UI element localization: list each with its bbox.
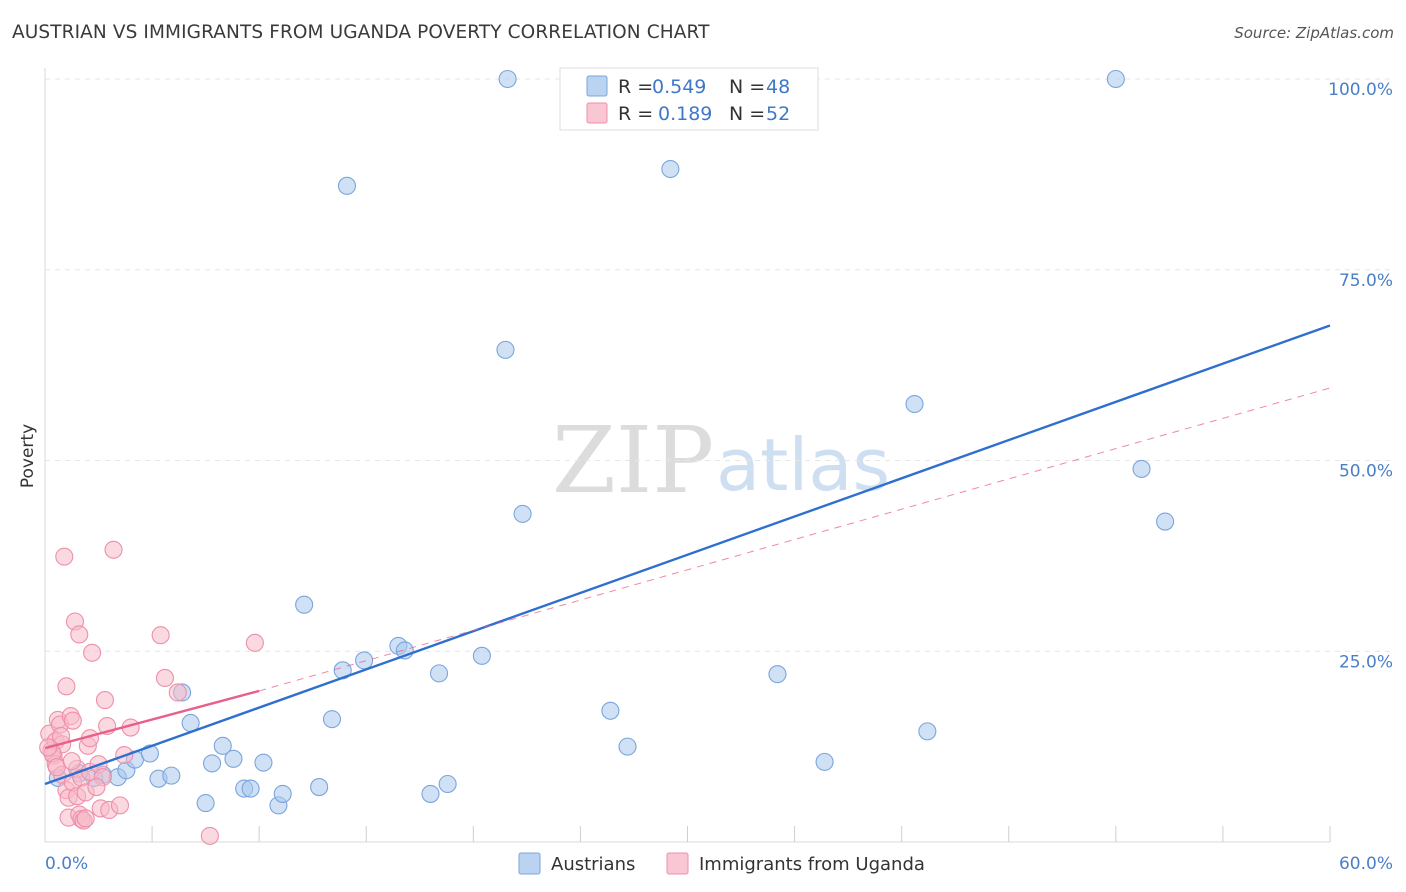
point-austrians-15 (224, 749, 243, 768)
y-tick-label-25: 25.0% (1339, 652, 1393, 672)
point-austrians-26 (355, 651, 374, 670)
series-uganda-points (39, 540, 264, 845)
y-axis-tick-labels: 25.0% 50.0% 75.0% 100.0% (1328, 80, 1393, 672)
watermark-atlas: atlas (716, 423, 890, 507)
trendline-austrians (44, 324, 1331, 786)
point-austrians-9 (162, 766, 181, 785)
point-uganda-37 (110, 796, 130, 815)
x-tick-label-min: 0.0% (45, 854, 88, 874)
point-austrians-18 (254, 753, 273, 772)
legend-r-value-austrians: 0.549 (652, 76, 706, 98)
point-austrians-43 (1106, 69, 1125, 89)
point-austrians-13 (203, 754, 222, 773)
legend-n-label-uganda: N = (729, 103, 765, 125)
point-austrians-12 (196, 794, 215, 813)
legend-r-value-uganda: 0.189 (658, 103, 712, 125)
legend-swatch-uganda (586, 102, 608, 124)
point-austrians-30 (430, 664, 449, 683)
point-austrians-14 (213, 736, 232, 755)
legend-n-label-austrians: N = (729, 76, 765, 98)
point-uganda-47 (62, 752, 81, 771)
point-uganda-15 (63, 711, 82, 730)
y-tick-label-75: 75.0% (1339, 271, 1393, 291)
bottom-legend-swatch-austrians[interactable] (518, 852, 541, 875)
legend-n-value-uganda: 52 (766, 103, 790, 125)
series-legend[interactable]: Austrians Immigrants from Uganda (518, 852, 925, 875)
point-austrians-44 (1132, 459, 1151, 478)
y-tick-label-100: 100.0% (1328, 80, 1393, 100)
point-austrians-33 (496, 340, 515, 359)
trendline-uganda-extension (259, 387, 1331, 692)
point-austrians-40 (815, 752, 834, 771)
point-uganda-44 (245, 633, 264, 652)
y-axis-title: Poverty (18, 424, 38, 488)
legend-r-label-austrians: R = (618, 76, 653, 98)
trend-lines (44, 324, 1331, 786)
legend-r-label-uganda: R = (618, 103, 653, 125)
point-austrians-34 (498, 69, 517, 89)
point-uganda-42 (168, 683, 187, 702)
point-uganda-43 (200, 826, 219, 845)
legend-swatch-austrians (586, 75, 608, 97)
point-austrians-42 (918, 722, 937, 741)
point-austrians-21 (295, 595, 314, 614)
bottom-legend-label-uganda[interactable]: Immigrants from Uganda (699, 854, 925, 875)
point-uganda-36 (104, 540, 123, 559)
point-austrians-35 (513, 504, 532, 523)
point-austrians-36 (601, 701, 620, 720)
point-austrians-41 (905, 394, 924, 414)
point-austrians-31 (438, 774, 457, 794)
point-austrians-29 (421, 784, 440, 803)
point-uganda-25 (76, 809, 95, 828)
legend-n-value-austrians: 48 (766, 76, 790, 98)
gridlines (45, 78, 1393, 652)
point-uganda-33 (95, 691, 115, 710)
x-tick-label-max: 60.0% (1339, 854, 1393, 874)
point-austrians-20 (273, 784, 292, 803)
trendline-uganda (44, 689, 260, 750)
point-austrians-39 (768, 665, 787, 684)
bottom-legend-swatch-uganda[interactable] (666, 852, 689, 875)
point-austrians-22 (310, 778, 329, 797)
stats-legend: R = 0.549 N = 48 R = 0.189 N = 52 (559, 67, 819, 131)
source-credit: Source: ZipAtlas.com (1234, 24, 1394, 42)
point-austrians-17 (241, 779, 260, 798)
point-uganda-9 (55, 547, 74, 566)
point-austrians-23 (322, 710, 342, 729)
point-uganda-20 (70, 625, 89, 644)
point-austrians-38 (661, 159, 680, 179)
chart-title: AUSTRIAN VS IMMIGRANTS FROM UGANDA POVER… (12, 22, 710, 43)
x-axis-ticks (151, 826, 1331, 842)
point-uganda-40 (151, 626, 170, 645)
point-austrians-45 (1156, 512, 1175, 531)
y-tick-label-50: 50.0% (1339, 462, 1393, 482)
point-uganda-51 (87, 778, 106, 797)
point-uganda-10 (57, 677, 76, 696)
point-austrians-25 (337, 176, 357, 195)
point-austrians-32 (472, 646, 491, 665)
point-uganda-41 (155, 668, 174, 688)
point-uganda-29 (83, 643, 102, 662)
point-austrians-37 (618, 737, 637, 756)
bottom-legend-label-austrians[interactable]: Austrians (551, 854, 635, 875)
